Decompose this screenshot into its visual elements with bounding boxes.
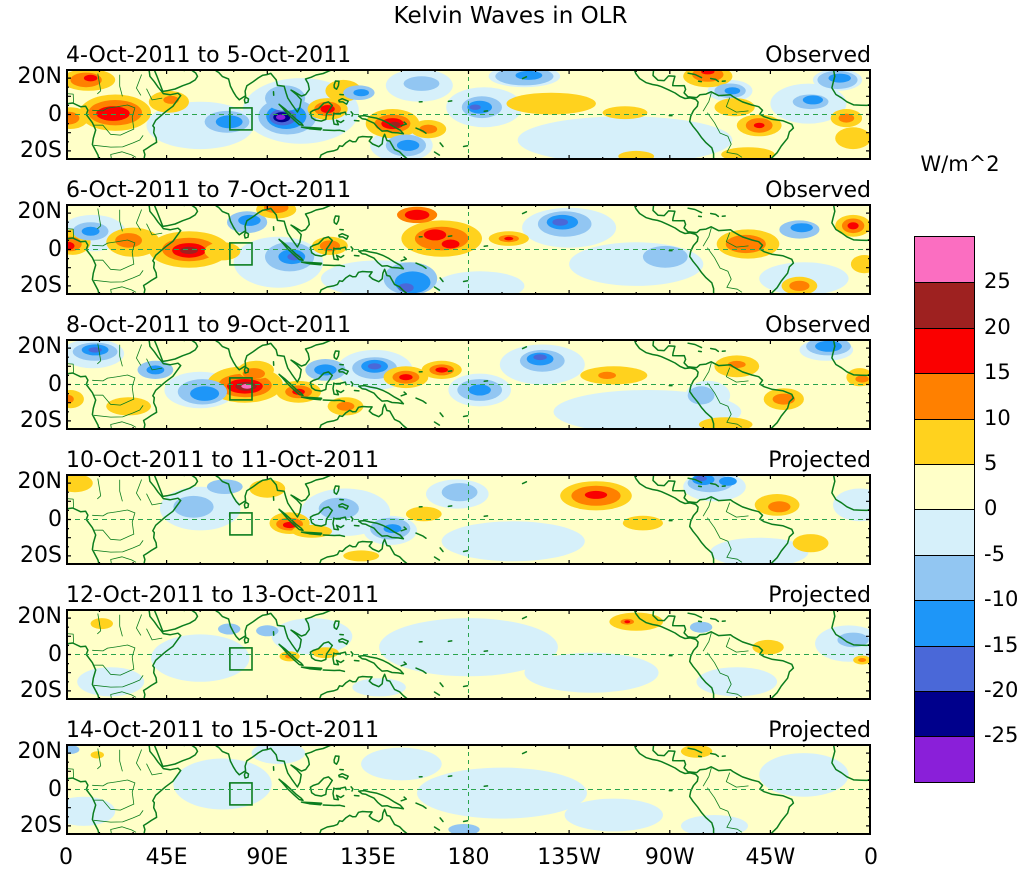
panel-3-map <box>66 339 871 430</box>
panel-6-ytick-20s: 20S <box>20 813 62 838</box>
xtick-0-left: 0 <box>59 845 73 870</box>
panel-1-ytick-20s: 20S <box>20 138 62 163</box>
x-axis-labels: 0 45E 90E 135E 180 135W 90W 45W 0 <box>59 845 878 873</box>
panel-1-map <box>66 69 871 160</box>
panel-1-ytick-0: 0 <box>48 102 62 127</box>
panel-3: 8-Oct-2011 to 9-Oct-2011 Observed 20N 0 … <box>18 313 871 432</box>
panel-2-ytick-20n: 20N <box>17 199 62 224</box>
colorbar-cell <box>915 645 974 691</box>
panel-4: 10-Oct-2011 to 11-Oct-2011 Projected 20N… <box>18 448 871 567</box>
cb-tick-m5: -5 <box>984 542 1005 566</box>
panel-5-mode-label: Projected <box>768 583 871 608</box>
cb-tick-m10: -10 <box>984 587 1019 611</box>
panel-3-header: 8-Oct-2011 to 9-Oct-2011 Observed <box>66 312 871 338</box>
colorbar-units-label: W/m^2 <box>920 152 1000 176</box>
panel-1-header: 4-Oct-2011 to 5-Oct-2011 Observed <box>66 42 871 68</box>
panel-6-mode-label: Projected <box>768 718 871 743</box>
panel-1-date-label: 4-Oct-2011 to 5-Oct-2011 <box>66 43 352 68</box>
xtick-90e: 90E <box>246 845 289 870</box>
panel-2-date-label: 6-Oct-2011 to 7-Oct-2011 <box>66 178 352 203</box>
panel-3-ytick-0: 0 <box>48 372 62 397</box>
xtick-135e: 135E <box>339 845 396 870</box>
panel-1-ytick-20n: 20N <box>17 64 62 89</box>
colorbar-cell <box>915 736 974 782</box>
panel-2: 6-Oct-2011 to 7-Oct-2011 Observed 20N 0 … <box>18 178 871 297</box>
colorbar-cell <box>915 282 974 328</box>
panel-4-ytick-20s: 20S <box>20 543 62 568</box>
panel-5-date-label: 12-Oct-2011 to 13-Oct-2011 <box>66 583 380 608</box>
panel-2-ytick-20s: 20S <box>20 273 62 298</box>
colorbar-cell <box>915 373 974 419</box>
panel-6: 14-Oct-2011 to 15-Oct-2011 Projected 20N… <box>18 718 871 837</box>
colorbar-cell <box>915 237 974 283</box>
panel-5: 12-Oct-2011 to 13-Oct-2011 Projected 20N… <box>18 583 871 702</box>
panel-4-header: 10-Oct-2011 to 11-Oct-2011 Projected <box>66 447 871 473</box>
xtick-180: 180 <box>447 845 490 870</box>
panel-6-map <box>66 744 871 835</box>
panel-6-date-label: 14-Oct-2011 to 15-Oct-2011 <box>66 718 380 743</box>
panel-4-ytick-20n: 20N <box>17 469 62 494</box>
panel-6-ytick-20n: 20N <box>17 739 62 764</box>
xtick-0-right: 0 <box>864 845 878 870</box>
cb-tick-25: 25 <box>984 269 1011 293</box>
panel-2-map <box>66 204 871 295</box>
figure-title: Kelvin Waves in OLR <box>393 3 628 29</box>
panel-2-header: 6-Oct-2011 to 7-Oct-2011 Observed <box>66 177 871 203</box>
cb-tick-m15: -15 <box>984 633 1019 657</box>
panel-3-mode-label: Observed <box>765 313 871 338</box>
panel-1-mode-label: Observed <box>765 43 871 68</box>
xtick-90w: 90W <box>644 845 695 870</box>
panel-5-ytick-0: 0 <box>48 642 62 667</box>
panel-4-mode-label: Projected <box>768 448 871 473</box>
cb-tick-10: 10 <box>984 406 1011 430</box>
colorbar-cell <box>915 554 974 601</box>
colorbar-cell <box>915 600 974 646</box>
colorbar-cells <box>914 236 975 783</box>
panel-6-header: 14-Oct-2011 to 15-Oct-2011 Projected <box>66 717 871 743</box>
panel-4-map <box>66 474 871 565</box>
cb-tick-20: 20 <box>984 315 1011 339</box>
colorbar-cell <box>915 463 974 510</box>
panel-6-ytick-0: 0 <box>48 777 62 802</box>
colorbar-cell <box>915 327 974 374</box>
xtick-45w: 45W <box>745 845 796 870</box>
panel-3-date-label: 8-Oct-2011 to 9-Oct-2011 <box>66 313 352 338</box>
panel-5-ytick-20s: 20S <box>20 678 62 703</box>
panel-2-ytick-0: 0 <box>48 237 62 262</box>
cb-tick-15: 15 <box>984 360 1011 384</box>
colorbar-cell <box>915 509 974 555</box>
panel-2-mode-label: Observed <box>765 178 871 203</box>
panel-3-ytick-20n: 20N <box>17 334 62 359</box>
panel-4-ytick-0: 0 <box>48 507 62 532</box>
cb-tick-m20: -20 <box>984 678 1019 702</box>
colorbar-cell <box>915 418 974 464</box>
panel-3-ytick-20s: 20S <box>20 408 62 433</box>
cb-tick-m25: -25 <box>984 723 1019 747</box>
panel-1: 4-Oct-2011 to 5-Oct-2011 Observed 20N 0 … <box>18 43 871 162</box>
colorbar-cell <box>915 690 974 737</box>
panel-4-date-label: 10-Oct-2011 to 11-Oct-2011 <box>66 448 380 473</box>
xtick-135w: 135W <box>537 845 601 870</box>
xtick-45e: 45E <box>145 845 188 870</box>
panel-5-map <box>66 609 871 700</box>
panel-5-header: 12-Oct-2011 to 13-Oct-2011 Projected <box>66 582 871 608</box>
cb-tick-0: 0 <box>984 496 998 520</box>
panel-5-ytick-20n: 20N <box>17 604 62 629</box>
cb-tick-5: 5 <box>984 451 998 475</box>
